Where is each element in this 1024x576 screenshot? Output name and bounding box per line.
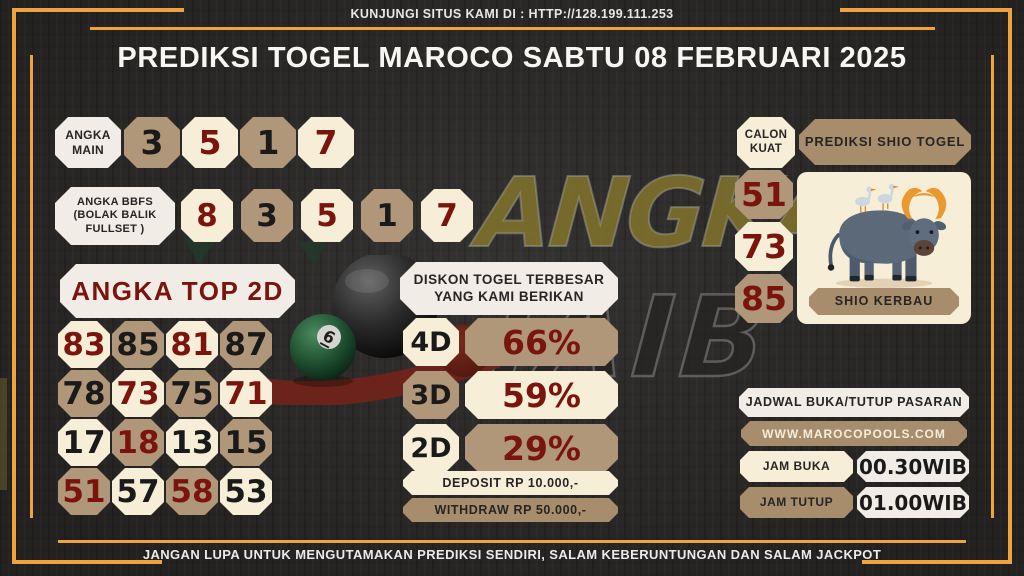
diskon-3d-value: 59% bbox=[465, 371, 618, 419]
angka-main-digit: 3 bbox=[124, 117, 180, 168]
frame-top-right-segment bbox=[840, 8, 1012, 12]
jam-buka-label: JAM BUKA bbox=[740, 451, 853, 482]
angka-bbfs-label-line1: ANGKA BBFS bbox=[77, 196, 153, 209]
diskon-header-line2: YANG KAMI BERIKAN bbox=[434, 288, 584, 304]
frame-bottom-right-segment bbox=[862, 560, 1012, 564]
diskon-3d-label: 3D bbox=[403, 371, 459, 419]
calon-kuat-label-line2: KUAT bbox=[749, 142, 783, 155]
angka-main-digit: 5 bbox=[182, 117, 238, 168]
top2d-cell: 57 bbox=[112, 468, 164, 515]
bbfs-digit: 7 bbox=[421, 189, 473, 242]
egret-bird bbox=[877, 183, 899, 210]
jam-tutup-label: JAM TUTUP bbox=[740, 487, 853, 518]
website-bar[interactable]: WWW.MAROCOPOOLS.COM bbox=[741, 421, 967, 446]
top2d-cell: 85 bbox=[112, 321, 164, 368]
jam-tutup-label-text: JAM TUTUP bbox=[759, 495, 834, 510]
top2d-cell: 75 bbox=[166, 370, 218, 417]
shio-header-text: PREDIKSI SHIO TOGEL bbox=[804, 134, 966, 150]
jam-buka-value: 00.30WIB bbox=[857, 451, 969, 482]
angka-main-label-line1: ANGKA bbox=[65, 128, 111, 143]
calon-kuat-number: 85 bbox=[735, 274, 793, 323]
bbfs-digit: 8 bbox=[181, 189, 233, 242]
jam-tutup-value: 01.00WIB bbox=[857, 487, 969, 518]
angka-top-2d-label: ANGKA TOP 2D bbox=[60, 264, 295, 318]
diskon-2d-label: 2D bbox=[403, 424, 459, 472]
top2d-cell: 71 bbox=[220, 370, 272, 417]
shio-name-text: SHIO KERBAU bbox=[834, 294, 934, 308]
angka-top-2d-label-text: ANGKA TOP 2D bbox=[71, 275, 284, 306]
diskon-header: DISKON TOGEL TERBESAR YANG KAMI BERIKAN bbox=[400, 262, 618, 315]
top2d-cell: 17 bbox=[58, 419, 110, 466]
angka-main-label-line2: MAIN bbox=[72, 142, 104, 157]
top2d-cell: 83 bbox=[58, 321, 110, 368]
shio-card: SHIO KERBAU bbox=[797, 172, 971, 324]
top2d-cell: 87 bbox=[220, 321, 272, 368]
angka-main-label: ANGKA MAIN bbox=[55, 117, 121, 168]
top2d-cell: 73 bbox=[112, 370, 164, 417]
frame-top-left-segment bbox=[12, 8, 184, 12]
bbfs-digit: 1 bbox=[361, 189, 413, 242]
frame-left-line bbox=[12, 8, 16, 564]
frame-inner-top-line bbox=[90, 27, 935, 30]
diskon-4d-value: 66% bbox=[465, 318, 618, 366]
top2d-cell: 78 bbox=[58, 370, 110, 417]
egret-bird bbox=[855, 186, 877, 213]
jadwal-header-text: JADWAL BUKA/TUTUP PASARAN bbox=[745, 395, 963, 409]
calon-kuat-number: 73 bbox=[735, 222, 793, 271]
frame-inner-right-line bbox=[991, 55, 994, 518]
shio-header: PREDIKSI SHIO TOGEL bbox=[799, 119, 971, 165]
jam-buka-label-text: JAM BUKA bbox=[762, 459, 831, 474]
calon-kuat-number: 51 bbox=[735, 170, 793, 219]
olive-streak bbox=[0, 378, 7, 490]
footer-text: JANGAN LUPA UNTUK MENGUTAMAKAN PREDIKSI … bbox=[142, 547, 882, 562]
diskon-4d-label: 4D bbox=[403, 318, 459, 366]
angka-bbfs-label-line2: (BOLAK BALIK bbox=[73, 209, 157, 222]
frame-right-line bbox=[1008, 8, 1012, 564]
top2d-cell: 51 bbox=[58, 468, 110, 515]
diskon-header-line1: DISKON TOGEL TERBESAR bbox=[413, 272, 605, 288]
calon-kuat-label-line1: CALON bbox=[744, 128, 788, 141]
top2d-cell: 18 bbox=[112, 419, 164, 466]
angka-main-digit: 7 bbox=[298, 117, 354, 168]
bbfs-digit: 5 bbox=[301, 189, 353, 242]
bbfs-digit: 3 bbox=[241, 189, 293, 242]
diskon-2d-value: 29% bbox=[465, 424, 618, 472]
buffalo-illustration bbox=[827, 183, 947, 288]
angka-main-digit: 1 bbox=[240, 117, 296, 168]
top2d-cell: 81 bbox=[166, 321, 218, 368]
deposit-bar: DEPOSIT RP 10.000,- bbox=[403, 471, 618, 495]
top2d-cell: 58 bbox=[166, 468, 218, 515]
shio-name-bar: SHIO KERBAU bbox=[809, 288, 959, 315]
frame-bottom-left-segment bbox=[12, 560, 162, 564]
angka-bbfs-label: ANGKA BBFS (BOLAK BALIK FULLSET ) bbox=[55, 187, 175, 245]
site-notice[interactable]: KUNJUNGI SITUS KAMI DI : HTTP://128.199.… bbox=[350, 7, 674, 21]
top2d-cell: 15 bbox=[220, 419, 272, 466]
jadwal-header: JADWAL BUKA/TUTUP PASARAN bbox=[739, 388, 969, 417]
top2d-cell: 13 bbox=[166, 419, 218, 466]
page-title: PREDIKSI TOGEL MAROCO SABTU 08 FEBRUARI … bbox=[117, 42, 907, 74]
top2d-cell: 53 bbox=[220, 468, 272, 515]
angka-bbfs-label-line3: FULLSET ) bbox=[85, 222, 145, 235]
deposit-text: DEPOSIT RP 10.000,- bbox=[442, 475, 579, 490]
withdraw-bar: WITHDRAW RP 50.000,- bbox=[403, 498, 618, 522]
frame-inner-bottom-line bbox=[58, 540, 966, 543]
calon-kuat-label: CALON KUAT bbox=[737, 117, 795, 168]
withdraw-text: WITHDRAW RP 50.000,- bbox=[434, 502, 587, 517]
frame-inner-left-line bbox=[30, 55, 33, 518]
website-text[interactable]: WWW.MAROCOPOOLS.COM bbox=[762, 426, 946, 441]
angka-top-2d-grid: 83 85 81 87 78 73 75 71 17 18 13 15 51 5… bbox=[58, 321, 272, 515]
